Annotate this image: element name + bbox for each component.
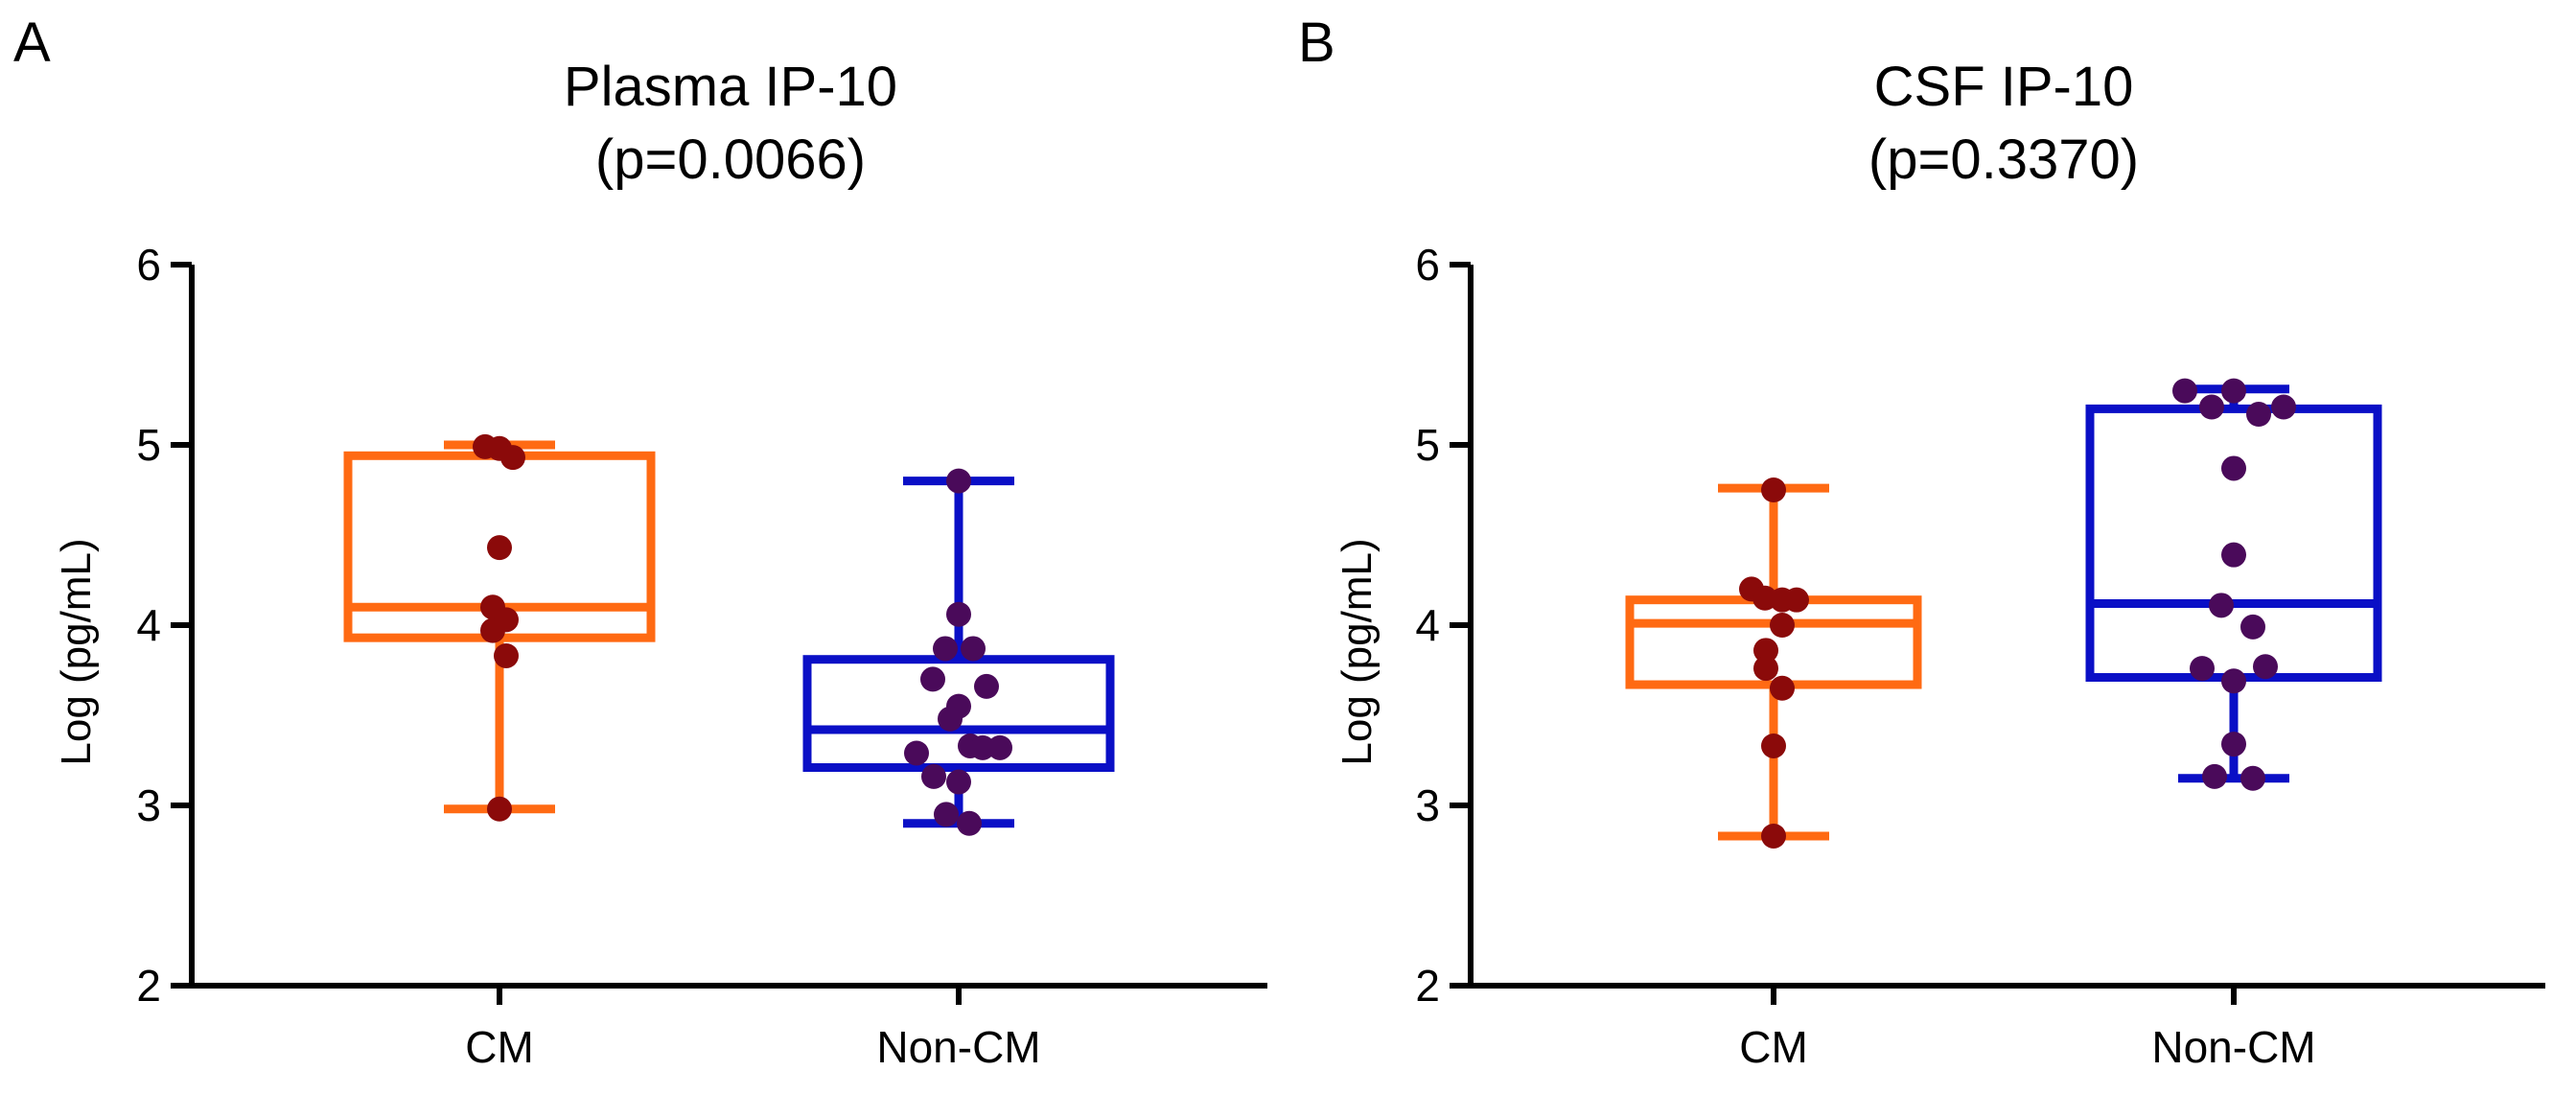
data-point	[933, 636, 958, 662]
data-point	[946, 601, 971, 627]
data-point	[1770, 613, 1795, 638]
chart-subtitle: (p=0.0066)	[595, 128, 866, 191]
x-tick-label: Non-CM	[876, 1022, 1040, 1072]
chart-subtitle: (p=0.3370)	[1868, 128, 2139, 191]
data-point	[957, 810, 982, 836]
y-axis-label: Log (pg/mL)	[53, 538, 100, 765]
data-point	[2240, 614, 2265, 640]
data-point	[920, 666, 945, 692]
data-point	[2172, 378, 2197, 404]
data-point	[1784, 587, 1809, 613]
data-point	[974, 673, 999, 699]
data-point	[2221, 378, 2246, 404]
data-point	[487, 796, 512, 822]
panel-letter: B	[1298, 12, 1335, 74]
data-point	[1770, 675, 1795, 701]
data-point	[1761, 733, 1786, 758]
data-point	[1761, 477, 1786, 502]
chart-title: Plasma IP-10	[564, 56, 897, 118]
data-point	[2190, 656, 2215, 682]
y-tick-label: 5	[1415, 420, 1440, 470]
y-tick-label: 3	[136, 780, 161, 830]
x-tick-label: Non-CM	[2151, 1022, 2315, 1072]
data-point	[1753, 656, 1778, 682]
data-point	[2221, 455, 2246, 481]
box-non-cm	[802, 468, 1115, 836]
data-point	[946, 769, 971, 795]
y-tick-label: 6	[136, 240, 161, 290]
box-iqr	[802, 655, 1115, 773]
data-point	[494, 607, 519, 633]
y-tick-label: 3	[1415, 780, 1440, 830]
data-point	[1753, 638, 1778, 663]
y-tick-label: 4	[136, 600, 161, 650]
data-point	[2221, 542, 2246, 568]
data-point	[1761, 823, 1786, 849]
panel-a: A Plasma IP-10 (p=0.0066) Log (pg/mL) 2 3…	[13, 12, 1267, 1072]
data-point	[961, 636, 986, 662]
data-point	[2221, 668, 2246, 694]
y-tick-label: 6	[1415, 240, 1440, 290]
data-point	[487, 535, 512, 561]
data-point	[500, 445, 525, 471]
box-non-cm	[2085, 378, 2382, 791]
y-tick-label: 5	[136, 420, 161, 470]
data-point	[2202, 763, 2227, 789]
chart-title: CSF IP-10	[1874, 56, 2134, 118]
data-point	[987, 734, 1012, 760]
y-tick-label: 2	[1415, 961, 1440, 1011]
data-point	[2246, 402, 2271, 428]
data-point	[2221, 732, 2246, 757]
data-point	[2271, 394, 2296, 420]
data-point	[2253, 654, 2278, 680]
data-point	[2209, 593, 2234, 618]
y-tick-label: 2	[136, 961, 161, 1011]
data-point	[921, 763, 946, 789]
y-tick-label: 4	[1415, 600, 1440, 650]
panel-letter: A	[13, 12, 51, 74]
x-tick-label: CM	[465, 1022, 534, 1072]
box-cm	[1625, 477, 1922, 849]
data-point	[494, 642, 519, 668]
box-cm	[343, 433, 656, 822]
data-point	[970, 734, 995, 760]
data-point	[946, 468, 971, 494]
x-tick-label: CM	[1739, 1022, 1808, 1072]
data-point	[938, 706, 963, 732]
data-point	[2199, 394, 2224, 420]
panel-b: B CSF IP-10 (p=0.3370) Log (pg/mL) 2 3 4 5 6…	[1298, 12, 2545, 1072]
data-point	[934, 802, 959, 827]
data-point	[2240, 765, 2265, 791]
y-axis-label: Log (pg/mL)	[1334, 538, 1381, 765]
data-point	[904, 740, 929, 766]
